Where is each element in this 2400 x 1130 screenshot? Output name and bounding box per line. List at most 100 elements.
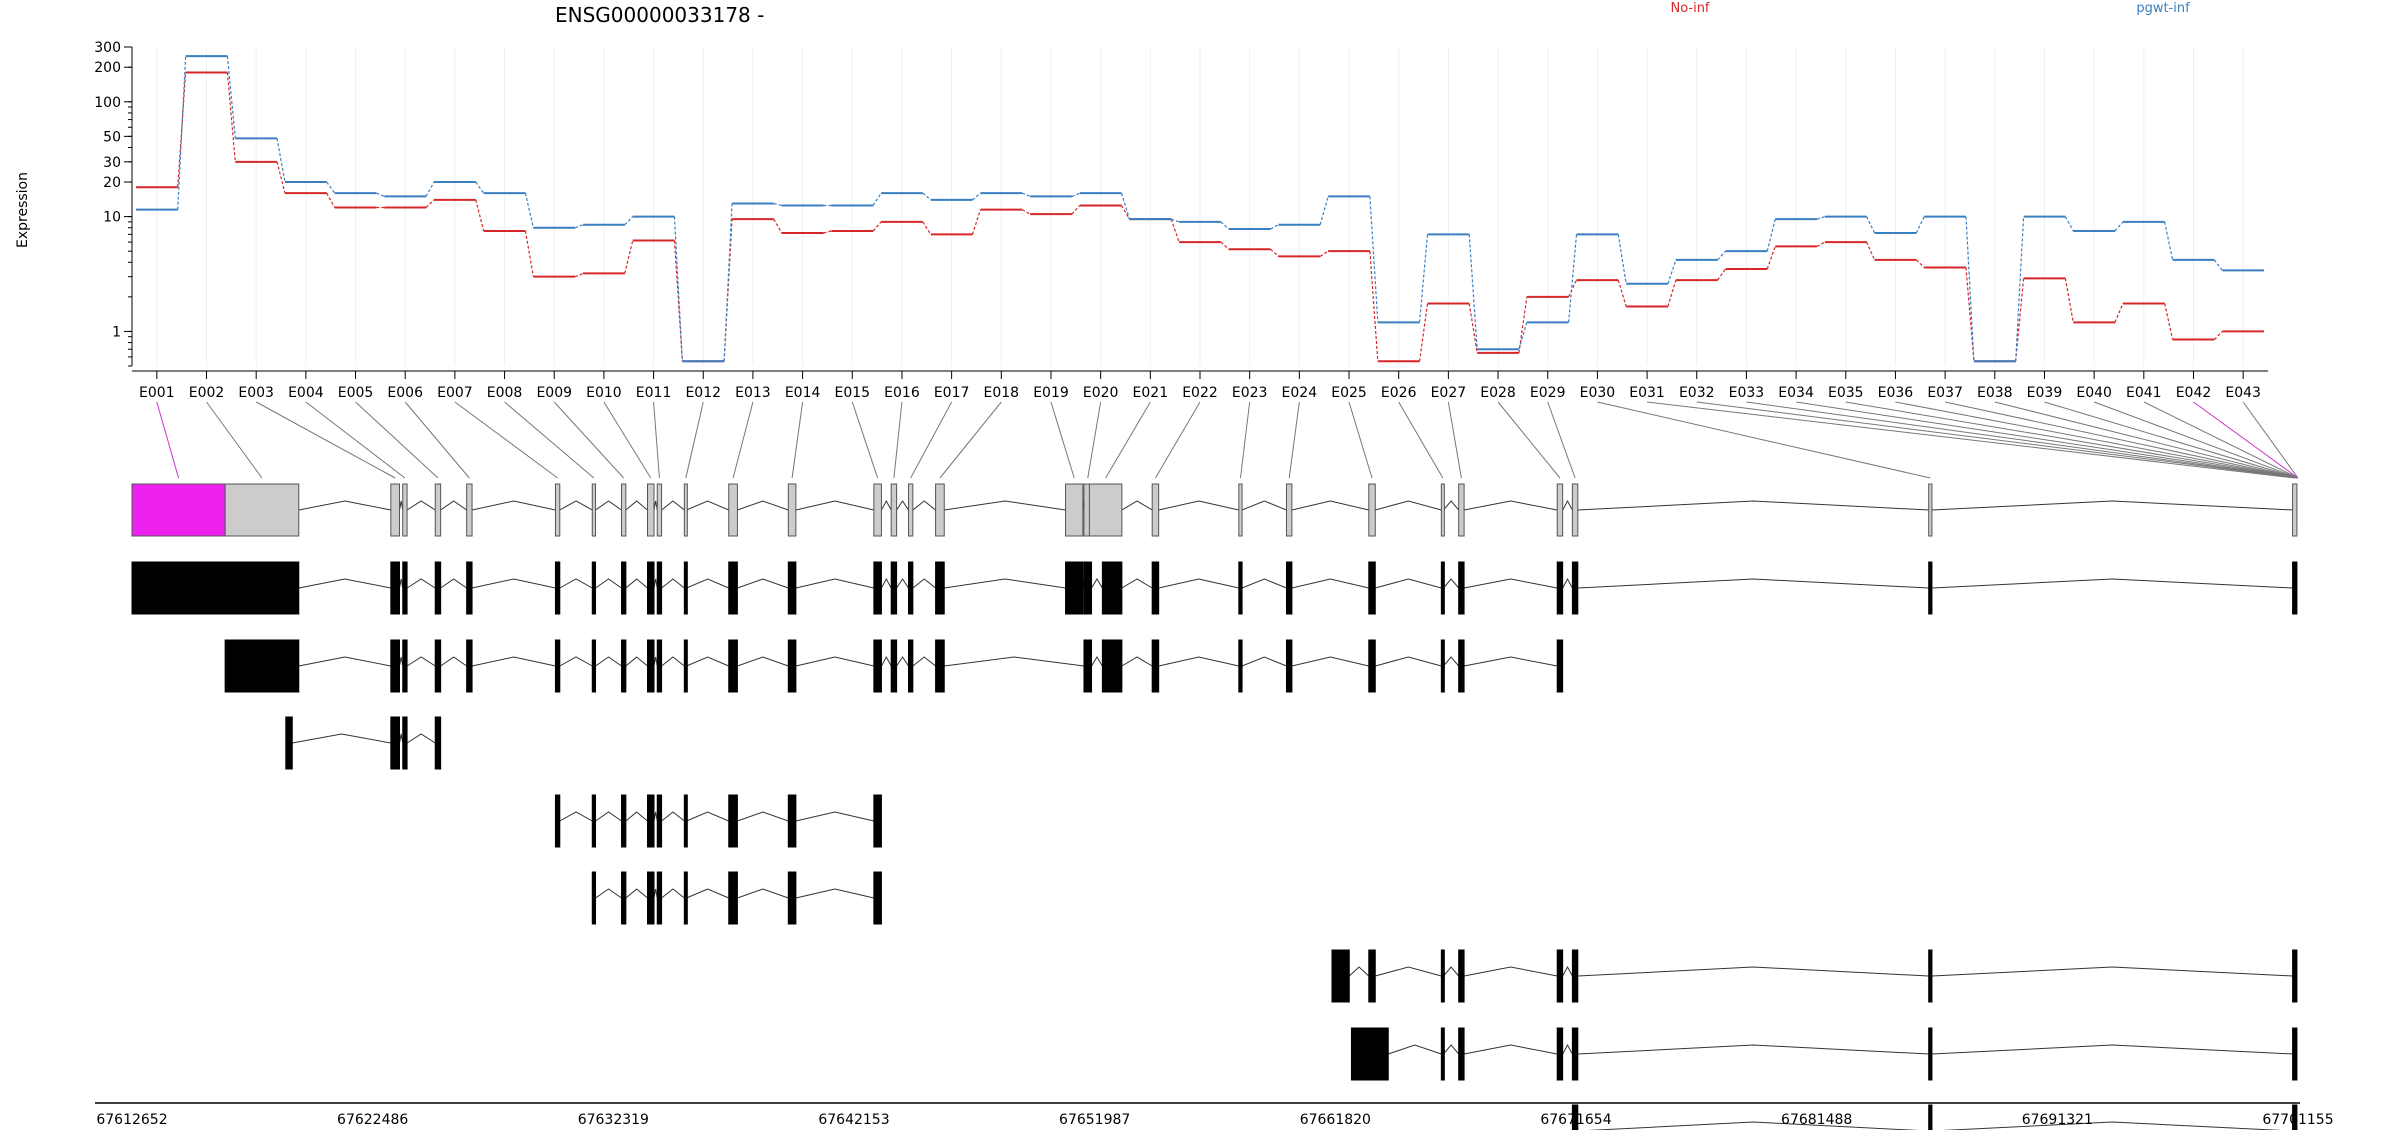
exon [728, 561, 738, 615]
connector-e032 [1696, 401, 2299, 479]
exon [787, 561, 797, 615]
exon [1571, 1104, 1579, 1130]
exon [1368, 483, 1376, 537]
exon [434, 561, 442, 615]
genomic-tick-label: 67691321 [2022, 1112, 2093, 1128]
genomic-tick-label: 67701155 [2262, 1112, 2333, 1128]
exon [621, 561, 627, 615]
exon [591, 483, 597, 537]
intron [625, 656, 648, 667]
exon [1556, 1027, 1564, 1081]
intron [880, 499, 892, 511]
intron [737, 578, 789, 589]
exon [466, 483, 473, 537]
intron [653, 500, 658, 511]
series-connector [1567, 234, 1578, 323]
exon [1458, 1027, 1465, 1081]
intron [440, 656, 467, 667]
series-connector [2213, 259, 2223, 271]
series-connector [624, 240, 634, 274]
intron [406, 578, 436, 589]
intron [1291, 578, 1369, 589]
series-connector [1965, 267, 1975, 362]
intron [440, 500, 467, 511]
connector-e018 [939, 401, 1002, 479]
intron [1562, 577, 1573, 589]
intron [686, 811, 729, 822]
intron [912, 500, 936, 511]
intron [1443, 1044, 1460, 1055]
intron [1931, 966, 2293, 977]
exon [1440, 1027, 1445, 1081]
series-connector [1021, 192, 1031, 197]
series-connector [1270, 248, 1279, 257]
series-connector [971, 209, 982, 235]
intron [1577, 500, 1929, 511]
exon [554, 639, 561, 693]
exon [390, 561, 401, 615]
x-tick-label-e029: E029 [1530, 385, 1566, 401]
exon [935, 639, 945, 693]
connector-e030 [1597, 401, 1931, 479]
exon [1331, 949, 1350, 1003]
intron [471, 500, 556, 511]
intron [406, 656, 436, 667]
transcript-4 [285, 716, 442, 770]
series-connector [2015, 216, 2025, 362]
x-tick-label-e003: E003 [238, 385, 274, 401]
exon [787, 794, 797, 848]
connector-e012 [685, 401, 704, 479]
exon [1101, 561, 1123, 615]
series-connector [1021, 209, 1031, 215]
connector-e037 [1945, 401, 2299, 479]
connector-e008 [504, 401, 595, 479]
intron [440, 578, 467, 589]
intron [880, 577, 892, 589]
exon [1350, 1027, 1389, 1081]
exon [402, 483, 408, 537]
exon [1928, 1104, 1933, 1130]
series-connector [624, 216, 634, 226]
intron [399, 500, 404, 511]
series-connector [2114, 303, 2124, 323]
connector-e025 [1348, 401, 1373, 479]
series-connector [326, 192, 336, 208]
series-connector [425, 199, 435, 208]
series-connector [1667, 279, 1677, 307]
connector-e033 [1746, 401, 2299, 479]
series-connector [773, 202, 782, 207]
intron [406, 500, 436, 511]
x-tick-label-e004: E004 [288, 385, 324, 401]
series-connector [972, 192, 981, 201]
exon [1151, 561, 1160, 615]
series-connector [1319, 196, 1329, 225]
connector-e015 [851, 401, 879, 479]
series-connector [2164, 221, 2174, 260]
y-axis-label: Expression [15, 172, 31, 248]
exon [131, 483, 226, 537]
intron [653, 888, 658, 899]
intron [1388, 1044, 1442, 1055]
exon [1458, 949, 1465, 1003]
y-tick-label-1: 1 [112, 324, 121, 340]
series-connector [1170, 218, 1180, 223]
connector-e005 [355, 401, 439, 479]
exon [1083, 639, 1093, 693]
exon [1238, 561, 1243, 615]
x-tick-label-e006: E006 [387, 385, 423, 401]
exon [2292, 561, 2298, 615]
genomic-tick-label: 67612652 [96, 1112, 167, 1128]
connector-e036 [1895, 401, 2299, 479]
exon [1440, 639, 1445, 693]
series-connector [177, 56, 187, 210]
series-connector [1220, 241, 1230, 250]
series-connector [475, 199, 485, 232]
exon [728, 871, 738, 925]
exon [1065, 561, 1084, 615]
exon [873, 483, 882, 537]
exon [890, 639, 898, 693]
intron [1375, 500, 1442, 511]
exon [1458, 483, 1465, 537]
connector-e011 [653, 401, 660, 479]
